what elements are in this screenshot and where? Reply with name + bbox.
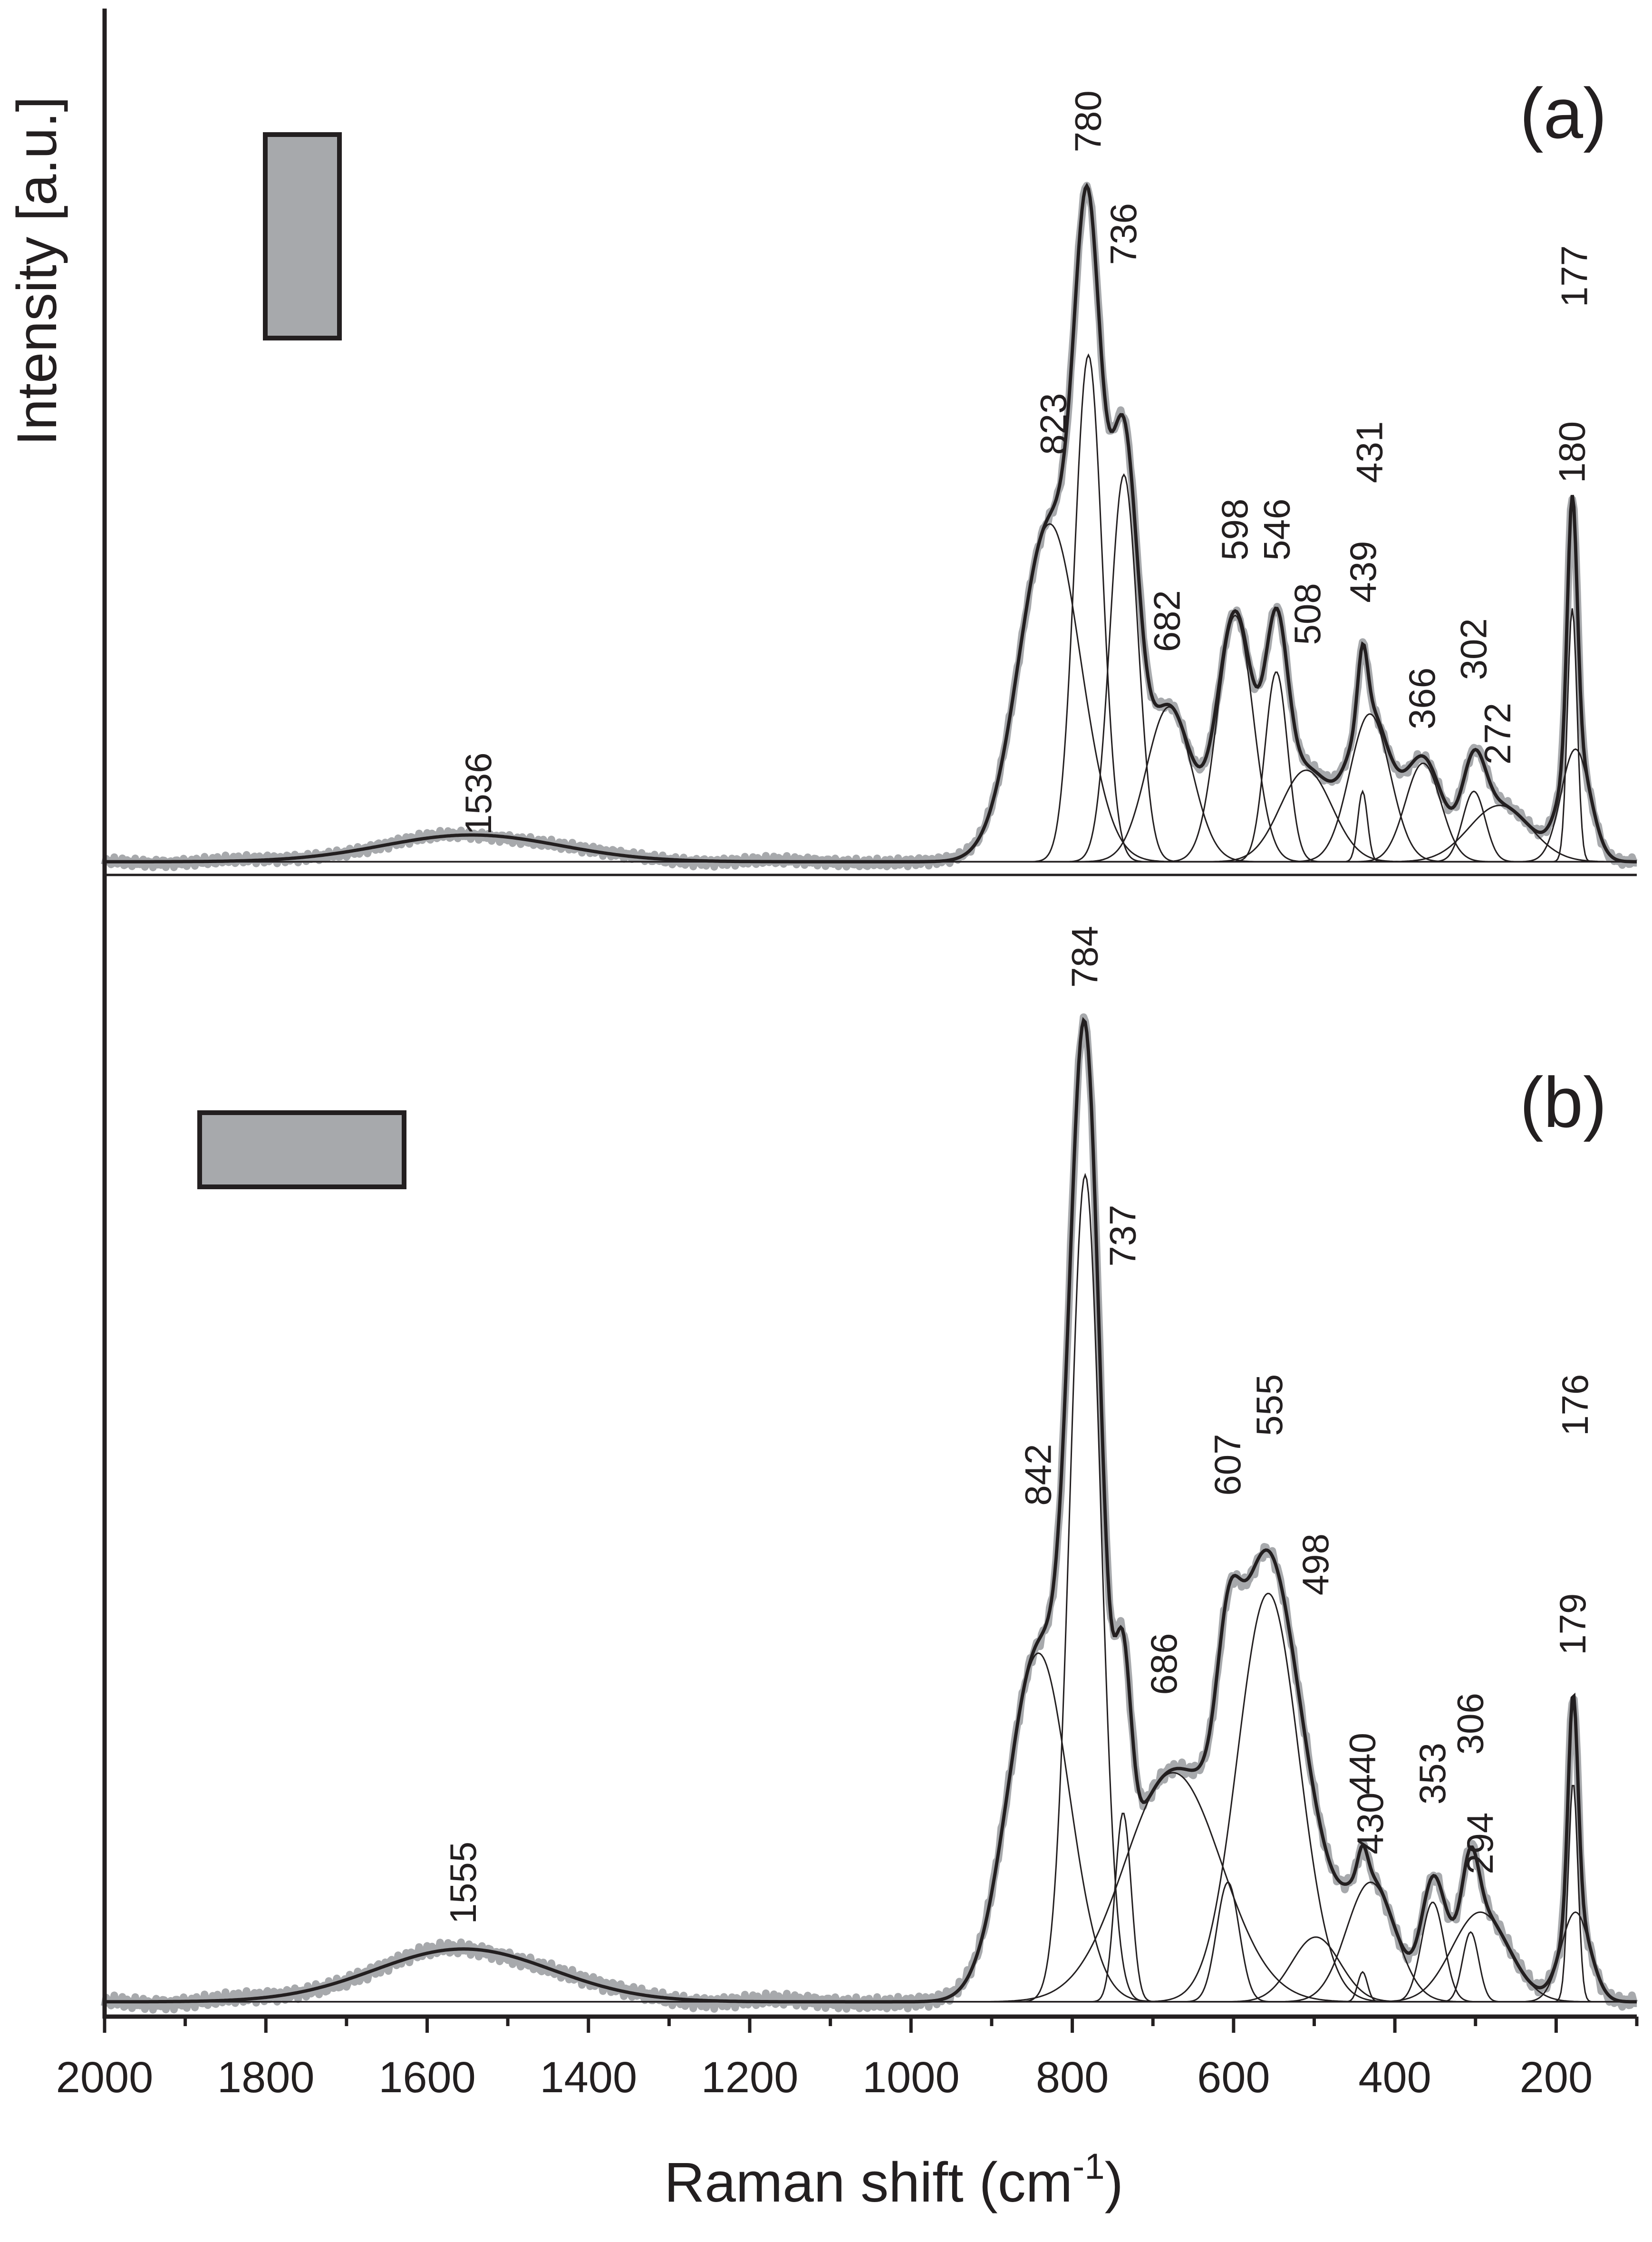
axes: 2000 1800 1600 1400 1200 1000 800 600 400 200 xyxy=(56,9,1639,2102)
component-band-780 xyxy=(105,353,1637,863)
x-axis-title: Raman shift (cm-1) xyxy=(664,2146,1123,2214)
component-band-557 xyxy=(105,1592,1637,2003)
x-axis-title-main: Raman shift (cm xyxy=(664,2151,1072,2214)
x-tick-label: 1600 xyxy=(378,2053,476,2102)
peak-label-784: 784 xyxy=(1064,926,1106,988)
component-band-431 xyxy=(105,713,1637,863)
sample-swatch xyxy=(263,132,342,340)
x-axis-title-superscript: -1 xyxy=(1072,2146,1105,2187)
peak-label-353: 353 xyxy=(1411,1743,1453,1805)
peak-label-179: 179 xyxy=(1552,1593,1594,1655)
component-band-675 xyxy=(105,1772,1637,2003)
component-band-598 xyxy=(105,614,1637,863)
peak-label-177: 177 xyxy=(1553,245,1595,307)
x-tick-label: 2000 xyxy=(56,2053,154,2102)
panel-label: (a) xyxy=(1520,73,1607,153)
peak-label-737: 737 xyxy=(1101,1205,1143,1267)
peak-label-842: 842 xyxy=(1017,1444,1059,1505)
peak-label-294: 294 xyxy=(1459,1813,1501,1874)
sample-swatch xyxy=(197,1110,406,1189)
peak-label-555: 555 xyxy=(1248,1374,1290,1436)
x-tick-label: 800 xyxy=(1036,2053,1109,2102)
x-tick-label: 1000 xyxy=(862,2053,960,2102)
peak-label-430: 430 xyxy=(1349,1793,1391,1854)
peak-label-1555: 1555 xyxy=(442,1842,484,1924)
x-tick-label: 1800 xyxy=(217,2053,315,2102)
x-tick-label: 400 xyxy=(1358,2053,1431,2102)
peak-label-180: 180 xyxy=(1551,421,1593,483)
peak-label-366: 366 xyxy=(1401,668,1443,729)
component-band-179 xyxy=(105,1785,1637,2003)
x-tick-label: 1200 xyxy=(701,2053,799,2102)
component-band-784 xyxy=(105,1173,1637,2003)
peak-label-176: 176 xyxy=(1554,1374,1596,1436)
x-tick-label: 600 xyxy=(1197,2053,1270,2102)
peak-label-1536: 1536 xyxy=(457,752,499,835)
component-band-680 xyxy=(105,706,1637,863)
peak-label-682: 682 xyxy=(1146,590,1188,652)
component-band-365 xyxy=(105,762,1637,863)
peak-label-508: 508 xyxy=(1286,583,1328,645)
peak-label-607: 607 xyxy=(1207,1434,1248,1495)
peak-label-439: 439 xyxy=(1342,541,1384,602)
peak-label-440: 440 xyxy=(1341,1733,1383,1795)
peak-label-686: 686 xyxy=(1143,1633,1185,1695)
x-ticks: 2000 1800 1600 1400 1200 1000 800 600 400 200 xyxy=(56,2017,1639,2102)
panel-label: (b) xyxy=(1520,1062,1607,1142)
peak-label-272: 272 xyxy=(1477,703,1518,765)
peak-label-823: 823 xyxy=(1033,393,1074,455)
peak-label-431: 431 xyxy=(1349,421,1391,483)
fit-curve xyxy=(105,183,1637,864)
peak-label-546: 546 xyxy=(1256,499,1297,561)
peak-label-780: 780 xyxy=(1067,90,1109,152)
peak-label-306: 306 xyxy=(1449,1693,1491,1755)
y-axis-title: Intensity [a.u.] xyxy=(6,97,68,446)
peak-label-302: 302 xyxy=(1452,618,1494,680)
peak-label-498: 498 xyxy=(1295,1533,1336,1595)
x-tick-label: 200 xyxy=(1520,2053,1593,2102)
peak-label-598: 598 xyxy=(1214,499,1256,561)
component-band-737 xyxy=(105,1813,1637,2003)
x-axis-title-suffix: ) xyxy=(1105,2151,1123,2214)
peak-label-736: 736 xyxy=(1102,203,1144,265)
x-tick-label: 1400 xyxy=(540,2053,637,2102)
fit-curve xyxy=(105,1017,1637,2004)
component-band-180 xyxy=(105,608,1637,863)
